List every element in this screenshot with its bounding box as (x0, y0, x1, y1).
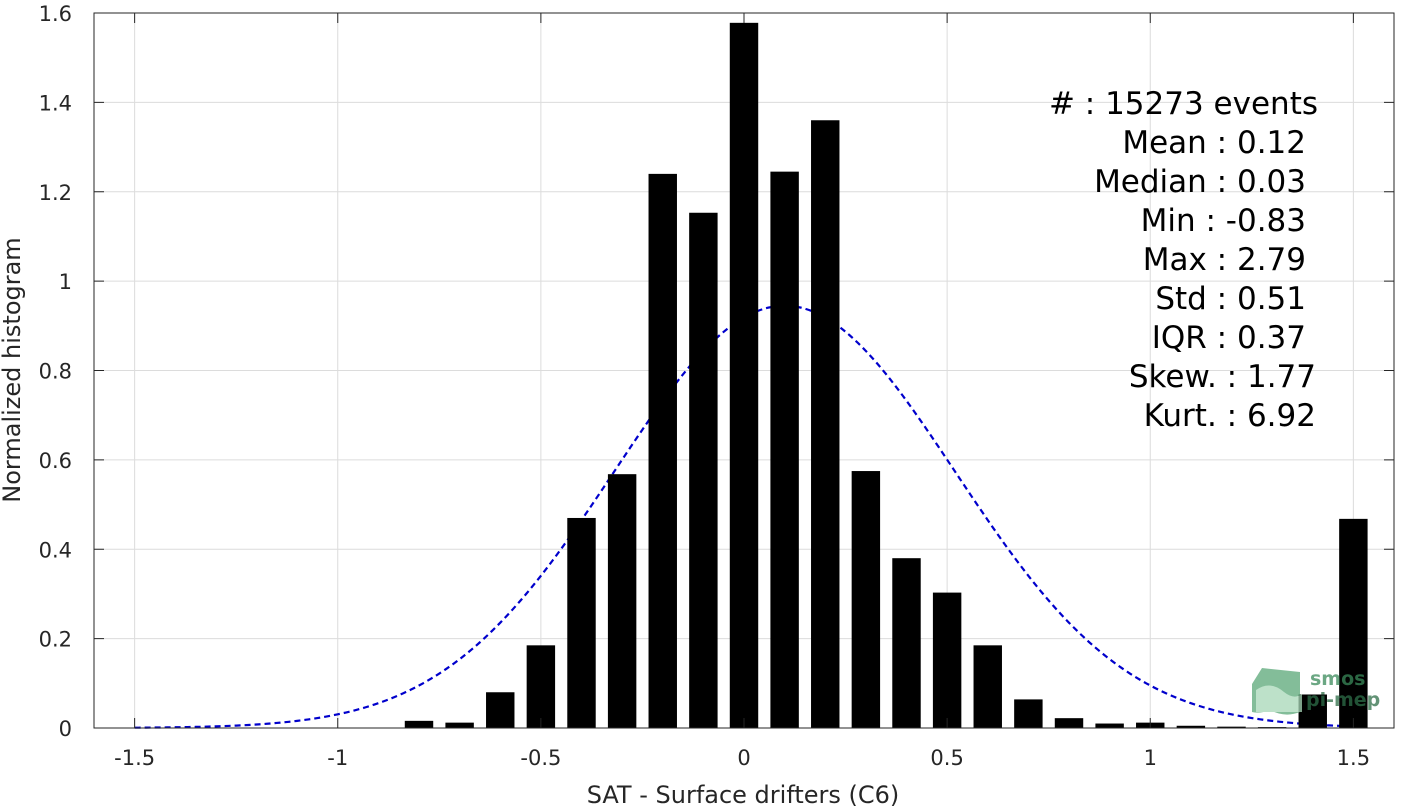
histogram-bar (729, 22, 759, 729)
y-tick-label: 0 (59, 717, 72, 741)
logo-line1: smos (1310, 668, 1365, 690)
x-tick-label: 0.5 (930, 746, 963, 770)
logo-line2: pi-mep (1306, 689, 1380, 711)
axes-frame (93, 12, 1395, 729)
histogram-bar (567, 517, 596, 728)
histogram-bar (770, 171, 799, 728)
histogram-bar (1014, 699, 1043, 728)
histogram-bar (851, 471, 881, 728)
histogram-bar (1054, 718, 1084, 728)
y-axis-label: Normalized histogram (0, 237, 26, 502)
y-tick-label: 1.4 (39, 91, 72, 115)
smos-pimep-logo: smos pi-mep (1252, 668, 1380, 715)
logo-wave-shape-light (1256, 685, 1302, 712)
histogram-bar (445, 722, 474, 728)
histogram-bar (973, 645, 1002, 728)
stat-std: Std : 0.51 (1155, 281, 1306, 317)
histogram-bar (1095, 723, 1124, 728)
y-tick-labels: 0 0.2 0.4 0.6 0.8 1 1.2 1.4 1.6 (39, 2, 72, 741)
stat-min: Min : -0.83 (1141, 203, 1306, 239)
x-tick-label: -1.5 (114, 746, 155, 770)
y-tick-label: 1.2 (39, 181, 72, 205)
histogram-bar (486, 692, 515, 728)
stat-iqr: IQR : 0.37 (1152, 320, 1306, 356)
histogram-bar (607, 474, 637, 728)
histogram-bar (689, 212, 718, 729)
y-tick-label: 0.6 (39, 449, 72, 473)
stat-mean: Mean : 0.12 (1122, 125, 1306, 161)
x-axis-label: SAT - Surface drifters (C6) (587, 781, 900, 809)
x-tick-labels: -1.5 -1 -0.5 0 0.5 1 1.5 (114, 746, 1370, 770)
stat-skew: Skew. : 1.77 (1129, 359, 1316, 395)
y-tick-label: 1 (59, 270, 72, 294)
x-tick-label: -1 (327, 746, 348, 770)
histogram-bar (1339, 518, 1368, 728)
normal-fit-line (134, 304, 1354, 729)
histogram-bar (811, 120, 840, 728)
statistics-annotation: # : 15273 events Mean : 0.12 Median : 0.… (1049, 86, 1318, 434)
stat-events: # : 15273 events (1049, 86, 1318, 122)
x-tick-label: -0.5 (520, 746, 561, 770)
histogram-bar (648, 173, 677, 728)
y-tick-label: 0.4 (39, 538, 72, 562)
histogram-bar (1176, 725, 1206, 728)
histogram-bar (404, 720, 434, 728)
stat-median: Median : 0.03 (1094, 164, 1306, 200)
x-tick-label: 1.5 (1337, 746, 1370, 770)
histogram-bar (932, 592, 962, 728)
histogram-bar (892, 558, 921, 728)
y-tick-label: 0.2 (39, 628, 72, 652)
histogram-bar (1298, 694, 1327, 728)
histogram-bar (526, 645, 556, 728)
histogram-bars (404, 22, 1368, 729)
stat-kurt: Kurt. : 6.92 (1144, 398, 1316, 434)
x-tick-label: 1 (1144, 746, 1157, 770)
stat-max: Max : 2.79 (1143, 242, 1306, 278)
y-tick-label: 1.6 (39, 2, 72, 26)
y-tick-label: 0.8 (39, 360, 72, 384)
normal-fit-curve (134, 304, 1354, 729)
histogram-bar (1217, 726, 1246, 728)
x-tick-label: 0 (737, 746, 750, 770)
